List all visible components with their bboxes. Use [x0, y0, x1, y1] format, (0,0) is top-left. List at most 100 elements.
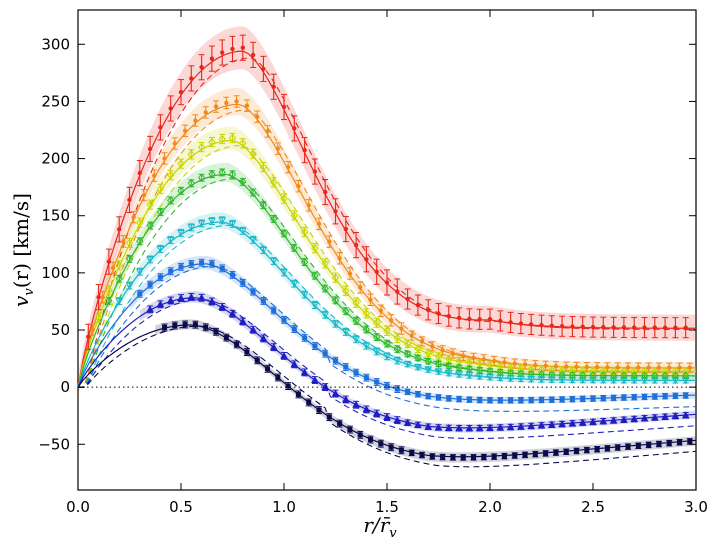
- data-point-bin2: [110, 265, 116, 271]
- data-point-bin4: [455, 363, 463, 373]
- data-point-bin7: [228, 309, 237, 317]
- data-point-bin8: [574, 448, 580, 454]
- data-point-bin2: [584, 364, 590, 370]
- data-point-bin3: [115, 261, 123, 270]
- data-point-bin7: [558, 420, 566, 428]
- x-axis-ticks: 0.0 0.5 1.0 1.5 2.0 2.5 3.0: [66, 10, 708, 516]
- data-point-bin3: [290, 211, 298, 220]
- data-point-bin1: [446, 313, 451, 319]
- data-point-bin5: [290, 280, 299, 288]
- data-point-bin3: [548, 365, 556, 375]
- data-point-bin3: [599, 366, 607, 376]
- data-point-bin3: [167, 170, 175, 180]
- data-point-bin3: [640, 366, 649, 376]
- data-point-bin3: [208, 137, 216, 147]
- data-point-bin6: [590, 396, 596, 402]
- data-point-bin3: [486, 361, 494, 370]
- data-point-bin1: [178, 89, 184, 95]
- data-point-bin4: [414, 353, 422, 363]
- data-point-bin2: [316, 221, 322, 227]
- data-point-bin6: [333, 358, 338, 364]
- series-band-bin2: [83, 87, 696, 374]
- data-point-bin2: [337, 256, 342, 261]
- data-point-bin4: [671, 371, 680, 380]
- data-point-bin3: [197, 142, 206, 152]
- data-point-bin4: [342, 306, 350, 316]
- data-point-bin8: [563, 449, 569, 455]
- data-point-bin3: [280, 194, 288, 203]
- data-point-bin2: [543, 363, 548, 368]
- data-point-bin5: [115, 298, 124, 306]
- data-point-bin4: [383, 339, 391, 348]
- data-point-bin2: [440, 348, 445, 353]
- data-point-bin8: [440, 454, 446, 460]
- data-point-bin5: [681, 377, 690, 385]
- data-point-bin4: [270, 214, 278, 224]
- data-point-bin1: [271, 84, 276, 89]
- data-point-bin8: [522, 452, 528, 458]
- data-point-bin4: [177, 186, 185, 196]
- y-tick-label: −50: [38, 435, 70, 453]
- data-point-bin7: [177, 294, 185, 302]
- data-point-bin6: [353, 370, 359, 376]
- data-point-bin4: [651, 371, 659, 380]
- data-point-bin1: [498, 318, 503, 324]
- data-point-bin1: [580, 324, 585, 330]
- data-point-bin3: [239, 139, 247, 148]
- data-point-bin5: [321, 311, 330, 319]
- data-point-bin6: [456, 396, 462, 402]
- data-point-bin2: [481, 357, 487, 362]
- y-tick-label: 100: [41, 264, 70, 282]
- data-point-bin8: [275, 374, 281, 380]
- data-point-bin5: [362, 342, 371, 350]
- data-point-bin3: [558, 365, 566, 375]
- y-tick-label: 250: [41, 92, 70, 110]
- data-point-bin6: [178, 264, 184, 270]
- data-point-bin4: [218, 168, 226, 177]
- x-tick-label: 2.5: [581, 498, 605, 516]
- data-point-bin8: [337, 421, 343, 427]
- data-point-bin8: [234, 341, 240, 347]
- data-point-bin4: [197, 173, 206, 182]
- data-point-bin5: [228, 220, 237, 228]
- data-point-bin6: [662, 393, 668, 399]
- data-point-bin5: [661, 377, 669, 385]
- data-point-bin2: [409, 333, 414, 338]
- data-point-bin4: [661, 371, 669, 380]
- data-point-bin6: [642, 394, 647, 400]
- data-point-bin1: [199, 65, 204, 70]
- data-point-bin7: [589, 417, 597, 425]
- data-point-bin2: [461, 353, 466, 359]
- data-point-bin6: [683, 392, 689, 398]
- data-point-bin8: [501, 453, 507, 459]
- data-point-bin5: [424, 366, 433, 374]
- data-point-bin5: [403, 361, 412, 369]
- data-point-bin1: [353, 242, 359, 248]
- data-point-bin2: [636, 365, 641, 370]
- data-point-bin2: [615, 365, 620, 370]
- data-point-bin3: [651, 366, 659, 376]
- data-point-bin5: [465, 372, 474, 380]
- data-point-bin3: [393, 333, 401, 343]
- data-point-bin7: [166, 296, 175, 304]
- data-point-bin2: [121, 239, 126, 244]
- data-point-bin6: [446, 395, 452, 401]
- data-point-bin2: [471, 355, 476, 361]
- data-point-bin3: [342, 286, 350, 296]
- y-tick-label: 150: [41, 207, 70, 225]
- data-point-bin8: [471, 454, 477, 460]
- data-point-bin6: [631, 394, 637, 400]
- data-point-bin1: [539, 323, 544, 328]
- data-point-bin1: [343, 226, 348, 232]
- data-point-bin7: [424, 422, 433, 430]
- data-point-bin8: [306, 399, 312, 405]
- data-point-bin7: [156, 300, 165, 308]
- data-point-bin7: [527, 421, 536, 430]
- data-point-bin6: [394, 386, 400, 392]
- data-point-bin5: [537, 376, 546, 384]
- data-point-bin5: [517, 375, 525, 383]
- data-point-bin5: [187, 224, 196, 232]
- data-point-bin1: [168, 106, 173, 111]
- data-point-bin1: [673, 325, 678, 330]
- data-point-bin4: [208, 169, 216, 179]
